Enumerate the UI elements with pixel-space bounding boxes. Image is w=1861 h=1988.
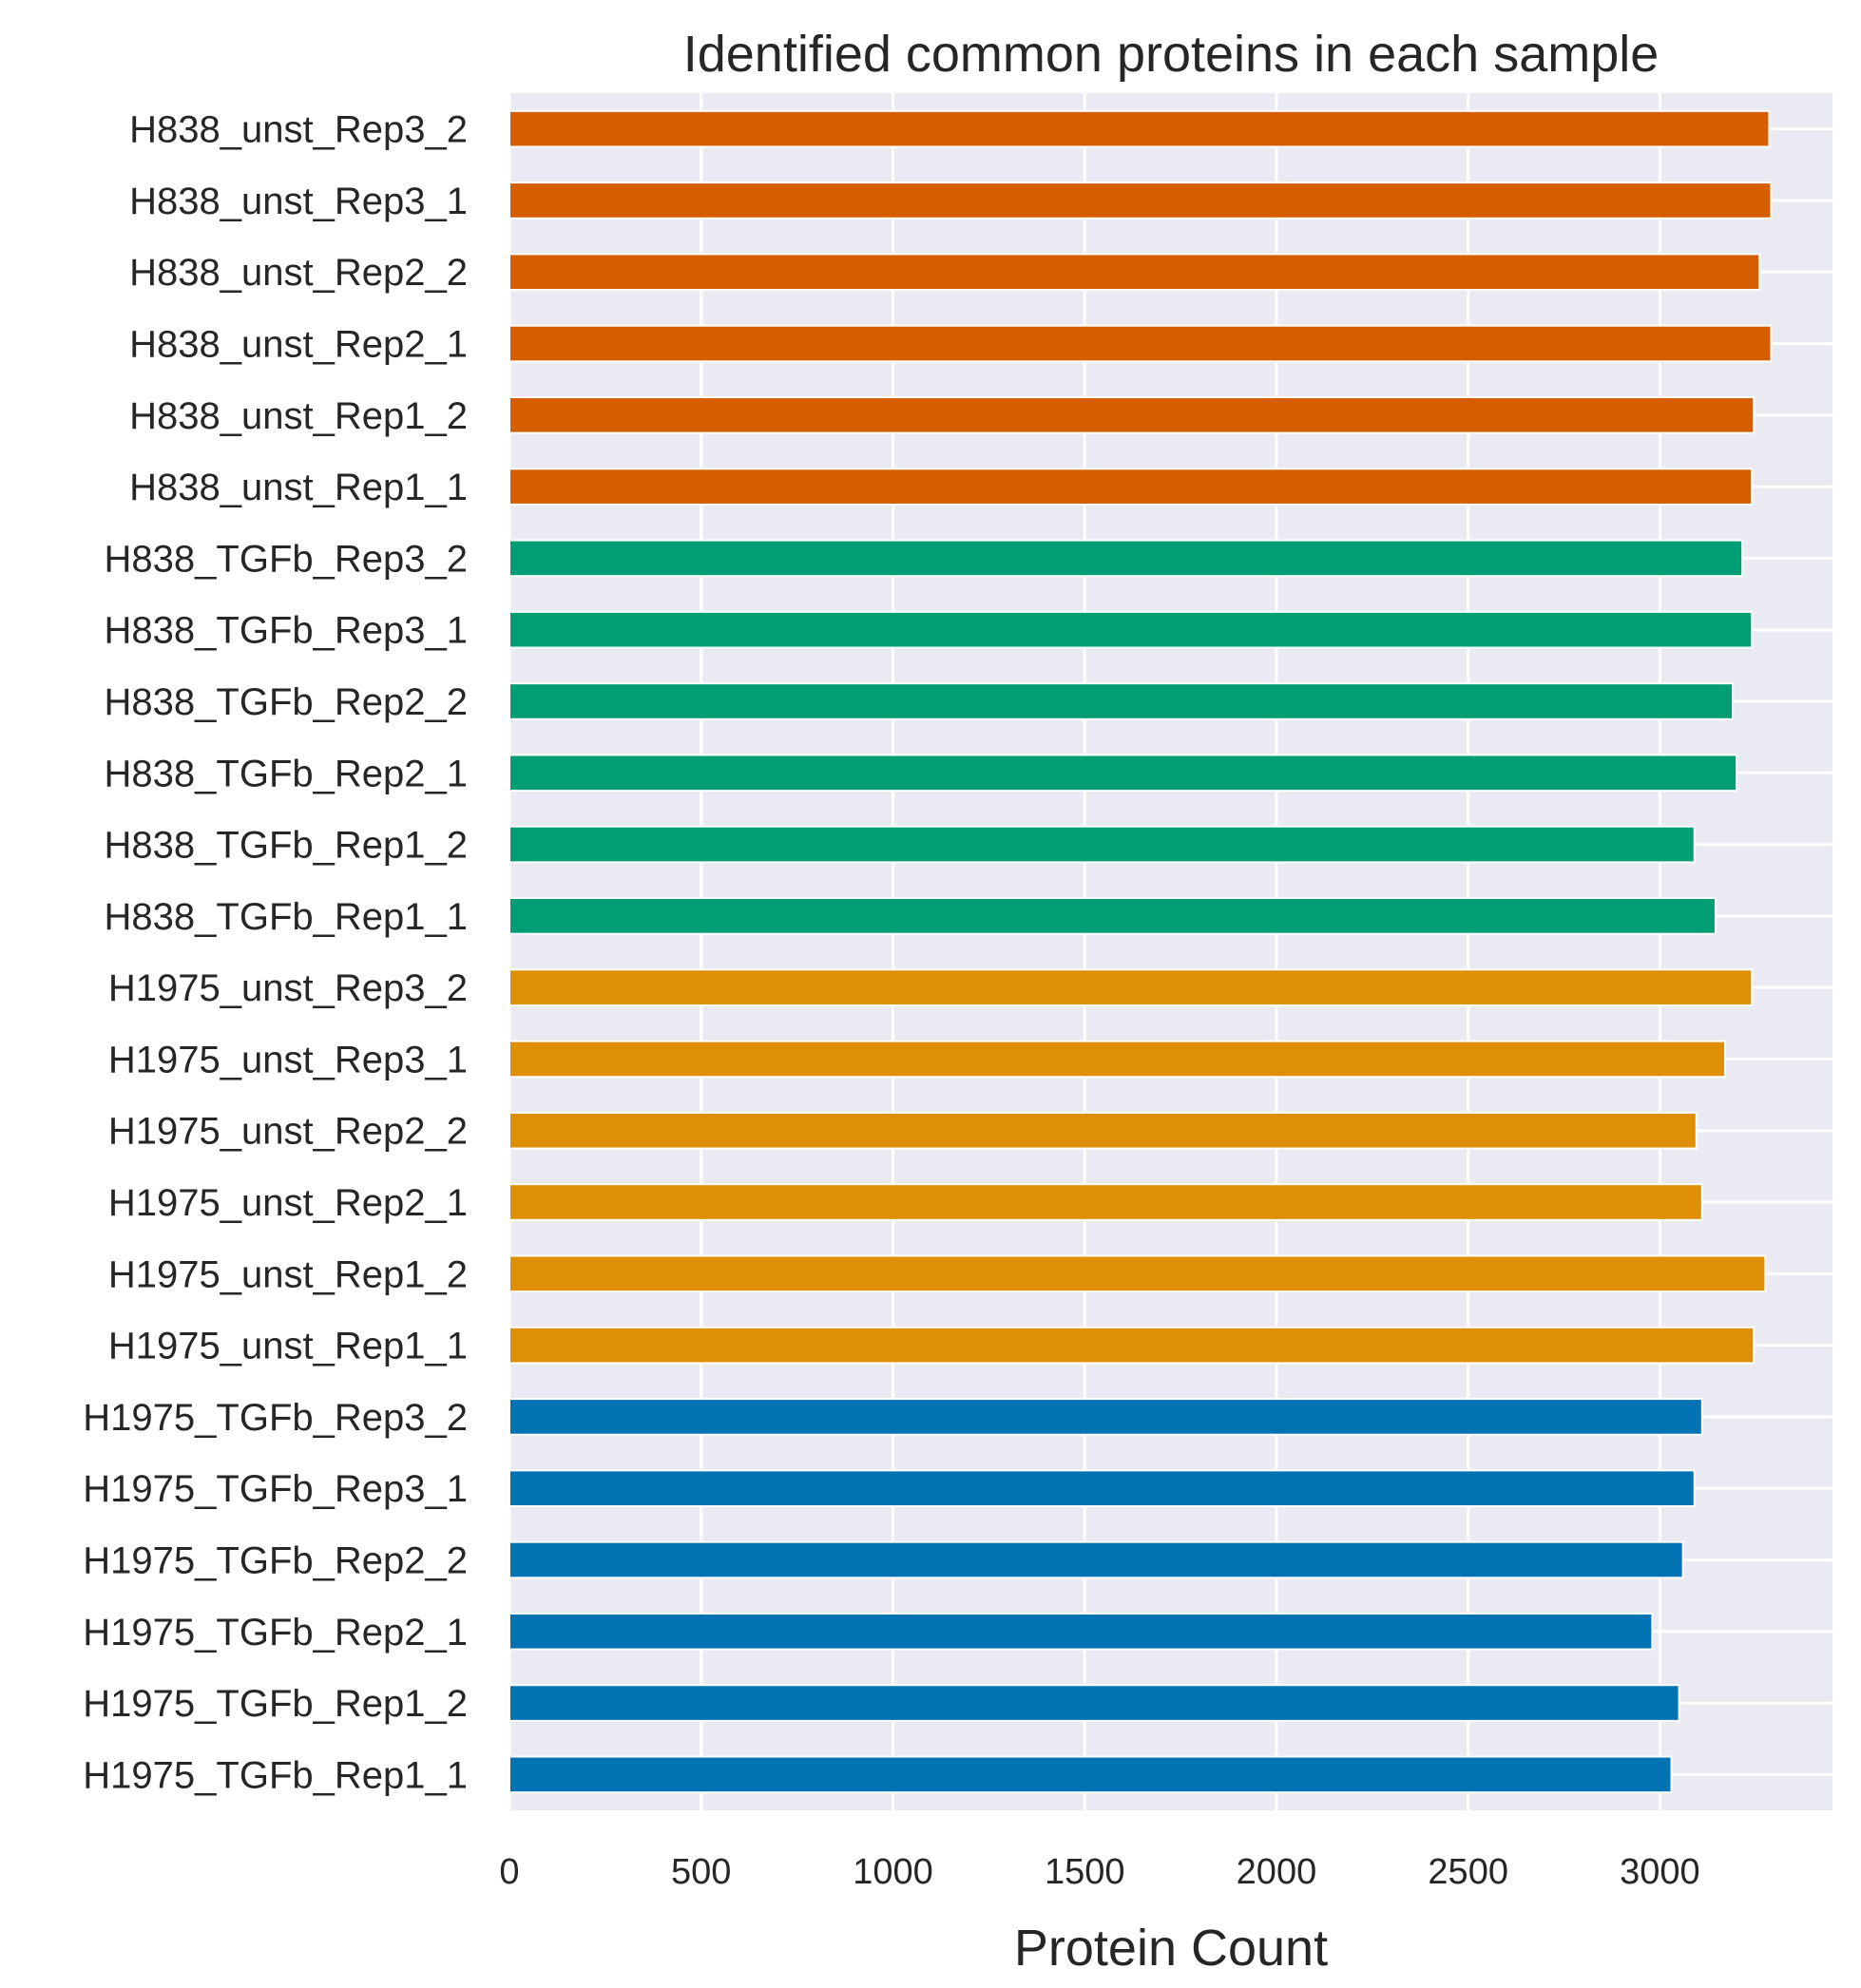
bar bbox=[508, 395, 1755, 434]
y-tick-label: H1975_unst_Rep2_2 bbox=[108, 1111, 468, 1153]
bar bbox=[508, 754, 1738, 793]
bars bbox=[508, 109, 1773, 1794]
bar bbox=[508, 539, 1744, 578]
y-tick-label: H1975_unst_Rep2_1 bbox=[108, 1182, 468, 1224]
bar bbox=[508, 324, 1773, 363]
y-tick-label: H838_unst_Rep2_2 bbox=[129, 252, 468, 294]
y-tick-label: H1975_TGFb_Rep2_1 bbox=[83, 1612, 468, 1653]
y-tick-label: H1975_unst_Rep3_1 bbox=[108, 1039, 468, 1080]
bar bbox=[508, 1183, 1703, 1221]
bar bbox=[508, 468, 1754, 506]
y-tick-label: H838_unst_Rep2_1 bbox=[129, 324, 468, 366]
bar bbox=[508, 1469, 1696, 1508]
bar bbox=[508, 1326, 1755, 1365]
y-tick-label: H1975_unst_Rep1_1 bbox=[108, 1326, 468, 1367]
plot-area bbox=[509, 93, 1832, 1810]
y-tick-label: H1975_unst_Rep1_2 bbox=[108, 1253, 468, 1295]
bar bbox=[508, 1540, 1684, 1579]
y-tick-label: H1975_TGFb_Rep2_2 bbox=[83, 1539, 468, 1581]
y-tick-label: H838_TGFb_Rep3_2 bbox=[105, 538, 468, 580]
y-tick-label: H1975_unst_Rep3_2 bbox=[108, 967, 468, 1009]
y-tick-label: H838_TGFb_Rep2_2 bbox=[105, 681, 468, 723]
x-tick-label: 500 bbox=[671, 1852, 731, 1892]
y-tick-label: H838_unst_Rep3_2 bbox=[129, 109, 468, 151]
bar bbox=[508, 1040, 1727, 1079]
x-tick-labels: 0 500 1000 1500 2000 2500 3000 bbox=[499, 1852, 1699, 1892]
bar bbox=[508, 182, 1773, 220]
bar bbox=[508, 610, 1754, 649]
bar bbox=[508, 1755, 1673, 1794]
y-tick-label: H838_unst_Rep3_1 bbox=[129, 181, 468, 222]
bar bbox=[508, 682, 1735, 720]
y-tick-label: H838_unst_Rep1_2 bbox=[129, 395, 468, 437]
y-tick-label: H838_TGFb_Rep1_2 bbox=[105, 825, 468, 867]
bar bbox=[508, 253, 1761, 292]
y-tick-label: H838_TGFb_Rep3_1 bbox=[105, 610, 468, 652]
y-tick-label: H1975_TGFb_Rep3_2 bbox=[83, 1397, 468, 1439]
bar bbox=[508, 1612, 1654, 1651]
y-tick-labels: H838_unst_Rep3_2 H838_unst_Rep3_1 H838_uns… bbox=[83, 109, 468, 1797]
bar bbox=[508, 968, 1754, 1006]
y-tick-label: H838_unst_Rep1_1 bbox=[129, 467, 468, 508]
bar bbox=[508, 1684, 1680, 1722]
x-tick-label: 3000 bbox=[1620, 1852, 1700, 1892]
y-tick-label: H838_TGFb_Rep1_1 bbox=[105, 896, 468, 938]
bar bbox=[508, 897, 1717, 935]
y-tick-label: H1975_TGFb_Rep1_2 bbox=[83, 1683, 468, 1725]
bar bbox=[508, 1111, 1698, 1150]
y-tick-label: H1975_TGFb_Rep3_1 bbox=[83, 1468, 468, 1510]
bar bbox=[508, 1398, 1703, 1436]
y-tick-label: H1975_TGFb_Rep1_1 bbox=[83, 1754, 468, 1796]
bar bbox=[508, 1254, 1767, 1293]
chart-title: Identified common proteins in each sampl… bbox=[682, 26, 1660, 83]
x-tick-label: 1500 bbox=[1045, 1852, 1125, 1892]
x-axis-label: Protein Count bbox=[1014, 1920, 1328, 1977]
x-tick-label: 2000 bbox=[1237, 1852, 1317, 1892]
bar bbox=[508, 109, 1771, 148]
x-tick-label: 0 bbox=[499, 1852, 519, 1892]
x-tick-label: 1000 bbox=[853, 1852, 933, 1892]
x-tick-label: 2500 bbox=[1428, 1852, 1508, 1892]
y-tick-label: H838_TGFb_Rep2_1 bbox=[105, 753, 468, 794]
bar bbox=[508, 825, 1696, 864]
